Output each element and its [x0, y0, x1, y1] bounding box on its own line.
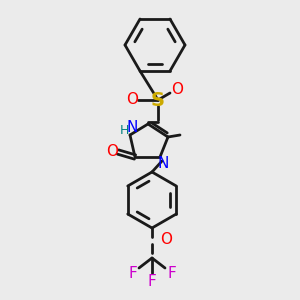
Text: O: O — [126, 92, 138, 106]
Text: F: F — [148, 274, 156, 289]
Text: S: S — [151, 91, 165, 110]
Text: F: F — [168, 266, 176, 280]
Text: N: N — [126, 121, 138, 136]
Text: N: N — [157, 157, 169, 172]
Text: O: O — [171, 82, 183, 97]
Text: H: H — [119, 124, 129, 136]
Text: O: O — [106, 145, 118, 160]
Text: F: F — [129, 266, 137, 280]
Text: O: O — [160, 232, 172, 247]
